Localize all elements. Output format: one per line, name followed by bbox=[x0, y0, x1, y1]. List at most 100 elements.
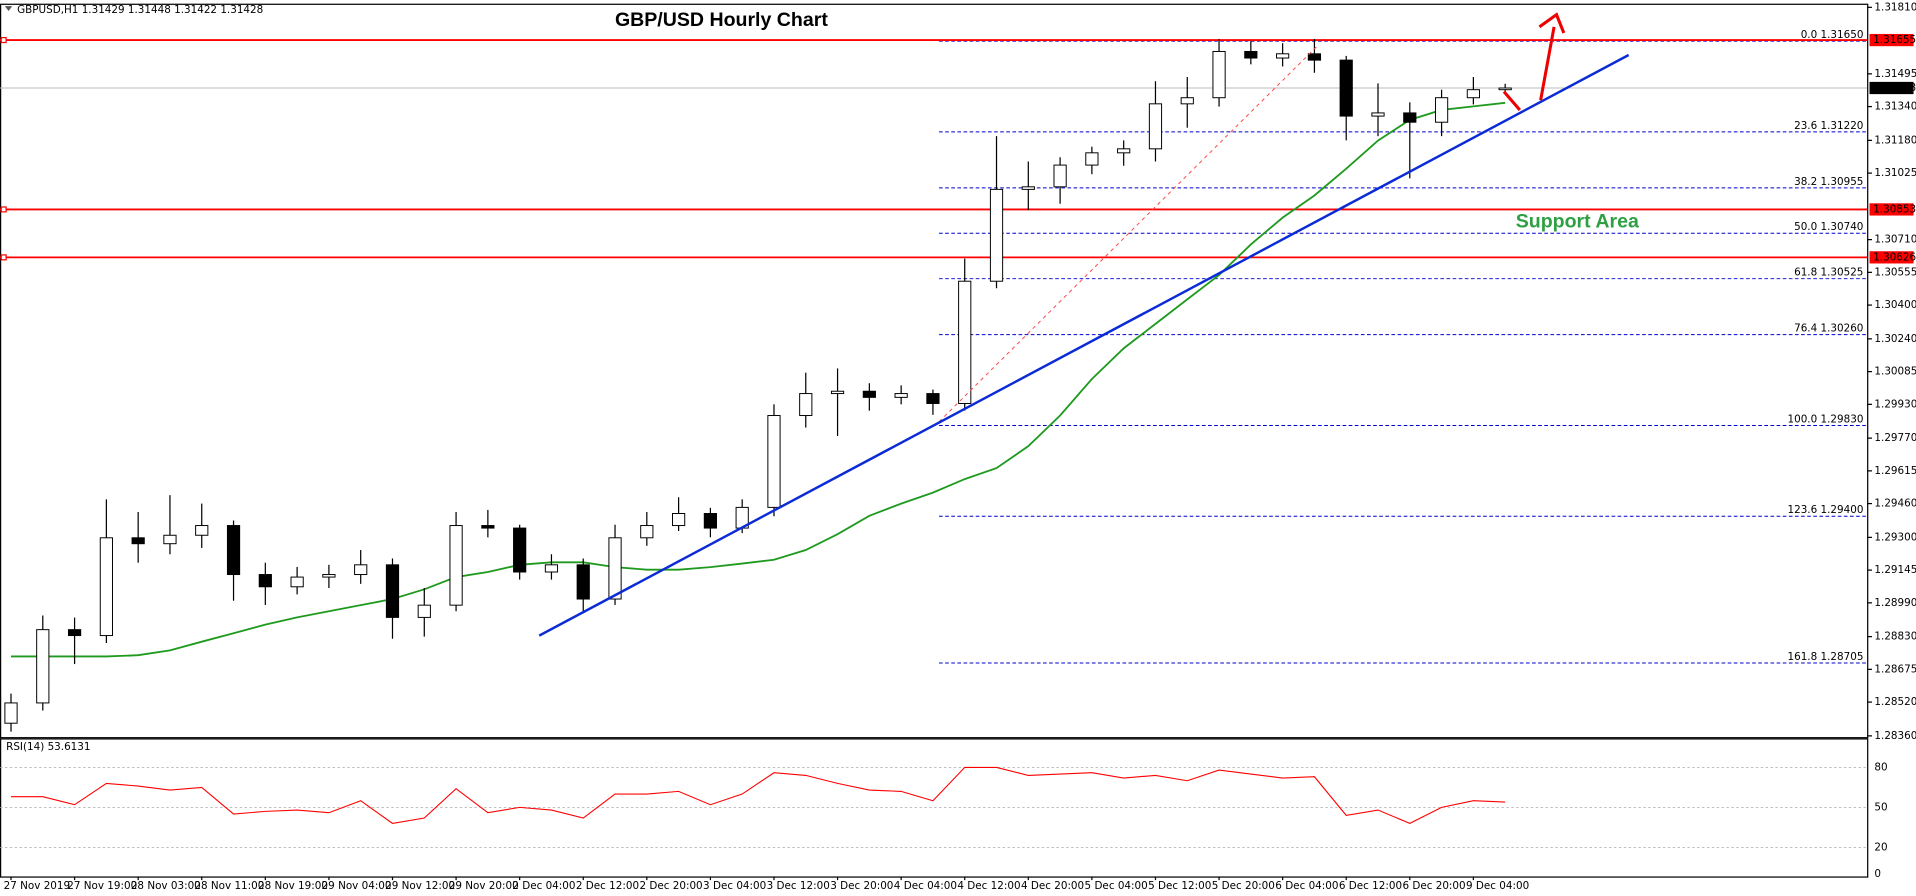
x-tick-label: 28 Nov 11:00 bbox=[194, 880, 264, 892]
candle-body bbox=[67, 629, 82, 637]
y-tick-label: 1.31495 bbox=[1874, 68, 1916, 80]
candle-body bbox=[576, 564, 590, 600]
moving-average bbox=[11, 101, 1506, 658]
candle-body bbox=[1212, 50, 1226, 99]
y-tick-label: 1.28520 bbox=[1874, 696, 1916, 708]
bounce-mark bbox=[1502, 90, 1521, 112]
fib-label: 38.2 1.30955 bbox=[1794, 176, 1863, 188]
y-tick-label: 1.29770 bbox=[1874, 432, 1916, 444]
y-tick-label: 1.30240 bbox=[1874, 333, 1916, 345]
fib-label: 161.8 1.28705 bbox=[1788, 651, 1864, 663]
x-tick-label: 29 Nov 12:00 bbox=[385, 880, 455, 892]
x-tick-label: 3 Dec 12:00 bbox=[767, 880, 830, 892]
candle-body bbox=[640, 525, 654, 539]
candle-body bbox=[1117, 148, 1131, 154]
y-tick-label: 1.29145 bbox=[1874, 564, 1916, 576]
rsi-panel bbox=[0, 738, 1869, 878]
rsi-tick-label: 20 bbox=[1874, 841, 1887, 853]
fib-label: 0.0 1.31650 bbox=[1801, 29, 1864, 41]
y-tick-label: 1.30085 bbox=[1874, 366, 1916, 378]
candle-body bbox=[830, 390, 845, 395]
level-handle bbox=[0, 254, 7, 261]
header: GBPUSD,H1 1.31429 1.31448 1.31422 1.3142… bbox=[17, 4, 263, 16]
y-tick-label: 1.31810 bbox=[1874, 1, 1916, 13]
up-arrow bbox=[1539, 26, 1556, 101]
trend-line bbox=[538, 53, 1630, 637]
level-label: 1.31655 bbox=[1873, 34, 1916, 46]
x-tick-label: 4 Dec 04:00 bbox=[894, 880, 957, 892]
candle-body bbox=[1466, 89, 1480, 99]
candle-body bbox=[36, 629, 50, 704]
y-tick-label: 1.31340 bbox=[1874, 101, 1916, 113]
y-tick-label: 1.31180 bbox=[1874, 134, 1916, 146]
chart-title: GBP/USD Hourly Chart bbox=[615, 9, 828, 31]
fib-label: 76.4 1.30260 bbox=[1794, 323, 1863, 335]
y-tick-label: 1.31025 bbox=[1874, 167, 1916, 179]
candle-body bbox=[417, 604, 431, 618]
candle-body bbox=[226, 525, 241, 576]
candle-body bbox=[4, 702, 18, 724]
y-tick-label: 1.29460 bbox=[1874, 498, 1916, 510]
candle-body bbox=[163, 534, 177, 545]
candle-body bbox=[258, 574, 272, 588]
candle-body bbox=[1148, 103, 1163, 150]
x-tick-label: 28 Nov 03:00 bbox=[131, 880, 201, 892]
candle-body bbox=[1434, 97, 1449, 123]
candle-body bbox=[1244, 50, 1258, 59]
x-tick-label: 9 Dec 04:00 bbox=[1466, 880, 1529, 892]
current-price-box bbox=[1869, 81, 1914, 95]
candle-body bbox=[131, 537, 145, 545]
candle-body bbox=[449, 525, 463, 606]
rsi-label: RSI(14) 53.6131 bbox=[6, 741, 90, 753]
candle-body bbox=[1307, 53, 1322, 61]
candle-body bbox=[989, 188, 1004, 282]
x-tick-label: 6 Dec 20:00 bbox=[1402, 880, 1465, 892]
candle-body bbox=[1403, 112, 1417, 123]
candle-body bbox=[703, 513, 718, 529]
y-tick-label: 1.30710 bbox=[1874, 234, 1916, 246]
rsi-tick-label: 0 bbox=[1874, 868, 1881, 880]
level-handle bbox=[0, 206, 7, 213]
candle-body bbox=[862, 390, 876, 398]
y-tick-label: 1.28360 bbox=[1874, 730, 1916, 742]
support-label: Support Area bbox=[1516, 211, 1639, 233]
x-tick-label: 4 Dec 12:00 bbox=[957, 880, 1020, 892]
fib-label: 61.8 1.30525 bbox=[1794, 267, 1863, 279]
up-arrow-head bbox=[1538, 12, 1566, 34]
y-tick-label: 1.30555 bbox=[1874, 266, 1916, 278]
x-tick-label: 28 Nov 19:00 bbox=[258, 880, 328, 892]
x-tick-label: 27 Nov 2019 bbox=[4, 880, 70, 892]
fib-label: 123.6 1.29400 bbox=[1788, 504, 1864, 516]
fib-label: 23.6 1.31220 bbox=[1794, 120, 1863, 132]
x-tick-label: 2 Dec 12:00 bbox=[576, 880, 639, 892]
candle-body bbox=[1498, 87, 1512, 91]
candle-body bbox=[354, 564, 368, 576]
fib-label: 100.0 1.29830 bbox=[1788, 413, 1864, 425]
candle-body bbox=[513, 527, 527, 573]
y-tick-label: 1.29930 bbox=[1874, 398, 1916, 410]
level-label: 1.30626 bbox=[1873, 251, 1916, 263]
level-handle bbox=[0, 37, 7, 44]
x-tick-label: 6 Dec 04:00 bbox=[1275, 880, 1338, 892]
x-tick-label: 2 Dec 04:00 bbox=[512, 880, 575, 892]
rsi-line bbox=[11, 766, 1506, 824]
level-box bbox=[1869, 33, 1914, 47]
x-tick-label: 5 Dec 04:00 bbox=[1085, 880, 1148, 892]
level-box bbox=[1869, 251, 1914, 264]
x-tick-label: 27 Nov 19:00 bbox=[67, 880, 137, 892]
level-label: 1.30853 bbox=[1873, 203, 1916, 215]
y-tick-label: 1.30400 bbox=[1874, 299, 1916, 311]
candle-body bbox=[958, 280, 972, 404]
candle-body bbox=[1021, 186, 1035, 190]
candle-body bbox=[195, 525, 209, 536]
candle-body bbox=[799, 393, 813, 417]
candle-body bbox=[926, 393, 940, 404]
rsi-tick-label: 50 bbox=[1874, 801, 1887, 813]
candle-body bbox=[290, 576, 304, 588]
x-tick-label: 5 Dec 20:00 bbox=[1212, 880, 1275, 892]
x-tick-label: 3 Dec 20:00 bbox=[830, 880, 893, 892]
